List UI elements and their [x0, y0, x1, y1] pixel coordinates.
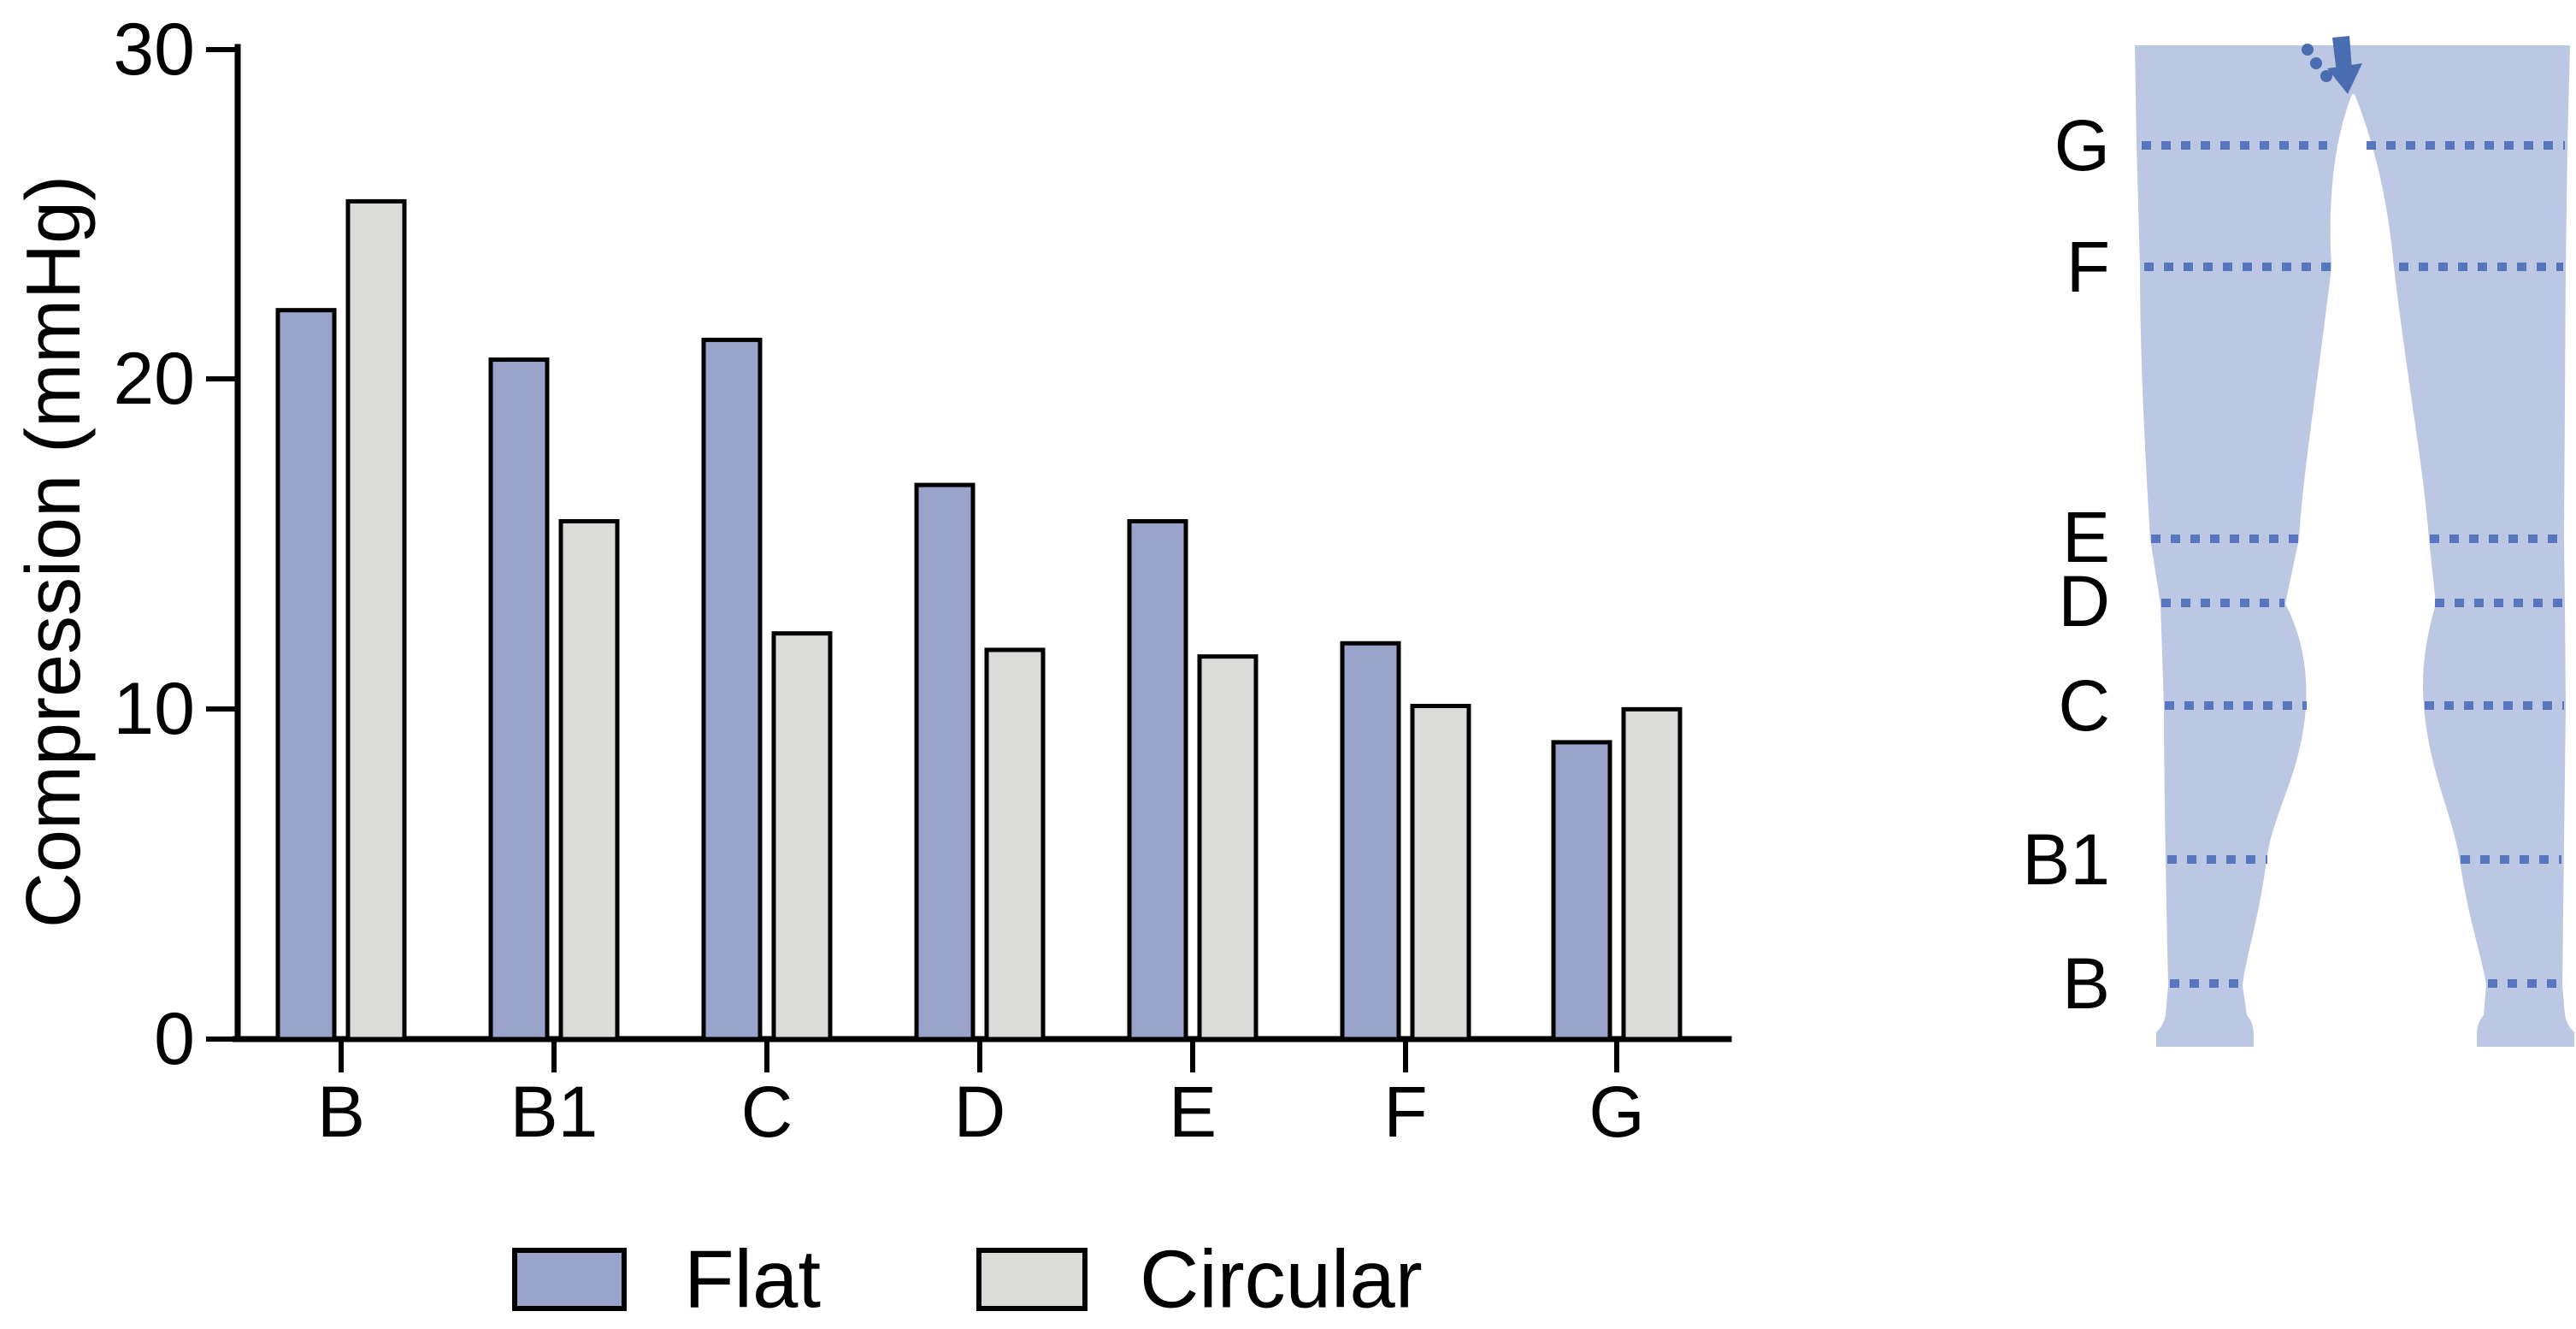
arrow-trail-dot	[2310, 57, 2322, 69]
level-labels: G F E D C B1 B	[2022, 105, 2110, 1024]
level-label-F: F	[2066, 227, 2110, 307]
bar-flat-D	[914, 482, 976, 1042]
bar-flat-B	[275, 308, 337, 1042]
bar-circular-G	[1621, 706, 1683, 1042]
x-label-G: G	[1589, 1072, 1644, 1152]
leg-diagram: G F E D C B1 B	[2022, 36, 2574, 1047]
legend-swatch-flat	[512, 1248, 627, 1311]
bars-group	[275, 198, 1683, 1042]
bar-circular-B1	[558, 519, 620, 1042]
arrow-trail-dot	[2320, 70, 2332, 82]
bar-circular-E	[1197, 654, 1259, 1042]
level-label-C: C	[2058, 665, 2110, 746]
bar-flat-E	[1127, 519, 1188, 1042]
bar-circular-D	[984, 647, 1046, 1042]
y-tick-label-0: 0	[154, 998, 195, 1080]
y-tick-label-20: 20	[113, 338, 195, 420]
bar-flat-C	[701, 337, 763, 1042]
legend-label-circular: Circular	[1140, 1234, 1423, 1326]
legend-swatch-circular	[976, 1248, 1088, 1311]
y-axis-title: Compression (mmHg)	[11, 175, 97, 928]
x-label-F: F	[1383, 1072, 1427, 1152]
x-label-C: C	[741, 1072, 793, 1152]
bar-circular-C	[771, 631, 833, 1042]
y-tick-label-10: 10	[113, 668, 195, 750]
x-label-B: B	[317, 1072, 365, 1152]
bar-circular-B	[345, 198, 407, 1042]
level-label-B: B	[2062, 943, 2110, 1024]
level-lines	[2142, 141, 2565, 988]
arrow-shaft	[2332, 36, 2352, 73]
bar-circular-F	[1410, 703, 1471, 1042]
arrow-trail-dot	[2302, 44, 2314, 56]
axes	[206, 44, 1732, 1072]
arrow-head	[2327, 63, 2362, 94]
y-tick-label-30: 30	[113, 9, 195, 91]
level-label-E: E	[2062, 497, 2110, 577]
down-arrow-icon	[2302, 36, 2362, 94]
x-label-B1: B1	[510, 1072, 598, 1152]
legend-label-flat: Flat	[684, 1234, 821, 1326]
level-label-B1: B1	[2022, 819, 2110, 900]
x-label-D: D	[954, 1072, 1006, 1152]
x-category-labels: B B1 C D E F G	[317, 1072, 1645, 1152]
y-tick-labels: 30 20 10 0	[113, 9, 195, 1080]
x-label-E: E	[1169, 1072, 1217, 1152]
legend: Flat Circular	[512, 1234, 1423, 1326]
bar-flat-G	[1551, 740, 1612, 1042]
legs-silhouette	[2135, 45, 2574, 1047]
level-label-D: D	[2058, 561, 2110, 641]
bar-flat-B1	[488, 357, 550, 1042]
bar-flat-F	[1340, 641, 1401, 1042]
level-label-G: G	[2054, 105, 2110, 186]
